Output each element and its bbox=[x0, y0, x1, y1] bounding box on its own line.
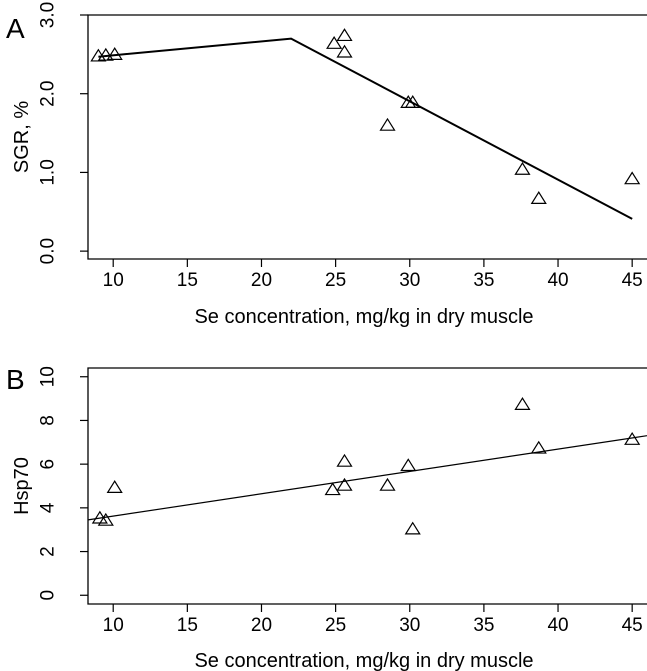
x-tick-label: 35 bbox=[473, 270, 494, 291]
data-point bbox=[530, 191, 547, 204]
y-tick-label: 0 bbox=[38, 590, 59, 601]
data-point bbox=[336, 453, 353, 467]
x-axis-title: Se concentration, mg/kg in dry muscle bbox=[194, 650, 533, 671]
y-tick-label: 4 bbox=[38, 502, 59, 513]
data-point bbox=[97, 512, 114, 526]
panel-label: B bbox=[6, 364, 25, 395]
data-point bbox=[106, 480, 123, 493]
panel-label: A bbox=[6, 13, 25, 44]
fit-line bbox=[87, 435, 647, 521]
y-axis-title: Hsp70 bbox=[11, 457, 33, 515]
x-tick-label: 15 bbox=[177, 615, 198, 636]
x-tick-label: 40 bbox=[547, 270, 568, 291]
x-tick-label: 45 bbox=[622, 270, 643, 291]
data-point bbox=[324, 482, 341, 496]
data-point bbox=[514, 161, 531, 175]
x-tick-label: 45 bbox=[622, 615, 643, 636]
x-tick-label: 25 bbox=[325, 270, 346, 291]
data-point bbox=[624, 171, 641, 185]
data-point bbox=[379, 117, 396, 131]
x-tick-label: 30 bbox=[399, 615, 420, 636]
data-point bbox=[97, 47, 114, 61]
data-point bbox=[624, 431, 641, 445]
x-axis-title: Se concentration, mg/kg in dry muscle bbox=[194, 306, 533, 328]
y-tick-label: 2.0 bbox=[38, 80, 59, 106]
x-tick-label: 15 bbox=[177, 270, 198, 291]
y-tick-label: 1.0 bbox=[38, 159, 59, 185]
data-point bbox=[336, 477, 353, 491]
x-tick-label: 20 bbox=[251, 615, 272, 636]
data-point bbox=[514, 397, 531, 410]
data-point bbox=[336, 44, 353, 58]
y-tick-label: 0.0 bbox=[38, 238, 59, 264]
panel-a: A 10 15 20 25 30 35 40 45 0.0 1.0 2.0 3.0 Se concentr… bbox=[6, 2, 647, 328]
plot-frame bbox=[87, 14, 647, 260]
x-tick-label: 10 bbox=[103, 270, 124, 291]
data-point bbox=[336, 28, 353, 42]
data-point bbox=[404, 95, 421, 108]
y-tick-label: 2 bbox=[38, 546, 59, 557]
x-tick-label: 30 bbox=[399, 270, 420, 291]
y-axis-title: SGR, % bbox=[11, 101, 33, 173]
x-tick-label: 10 bbox=[103, 615, 124, 636]
data-point bbox=[379, 477, 396, 491]
panel-b: B 10 15 20 25 30 35 40 45 0 2 4 6 8 10 Se concentration… bbox=[6, 364, 647, 671]
data-point bbox=[326, 35, 343, 49]
x-tick-label: 25 bbox=[325, 615, 346, 636]
y-tick-label: 6 bbox=[38, 459, 59, 470]
data-point bbox=[530, 440, 547, 454]
data-point bbox=[404, 521, 421, 535]
fit-line bbox=[98, 37, 633, 220]
x-tick-label: 20 bbox=[251, 270, 272, 291]
data-point bbox=[400, 458, 417, 472]
x-tick-label: 35 bbox=[473, 615, 494, 636]
y-tick-label: 8 bbox=[38, 415, 59, 426]
y-tick-label: 10 bbox=[38, 366, 59, 387]
y-tick-label: 3.0 bbox=[38, 2, 59, 28]
data-point bbox=[106, 47, 123, 60]
x-tick-label: 40 bbox=[547, 615, 568, 636]
plot-frame bbox=[87, 367, 647, 605]
